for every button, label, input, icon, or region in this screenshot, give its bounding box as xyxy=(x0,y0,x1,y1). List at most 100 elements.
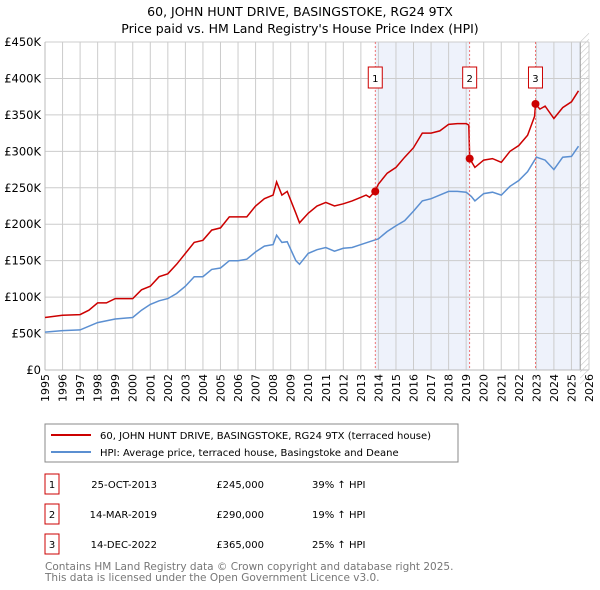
forecast-hatch xyxy=(580,87,590,97)
forecast-hatch xyxy=(580,75,590,85)
forecast-hatch xyxy=(580,189,590,199)
forecast-hatch xyxy=(580,81,590,91)
x-tick-label: 2003 xyxy=(179,374,192,402)
forecast-hatch xyxy=(580,375,590,385)
hpi-line xyxy=(44,145,580,333)
forecast-hatch xyxy=(580,135,590,145)
forecast-hatch xyxy=(580,363,590,373)
y-tick-label: £300K xyxy=(4,144,41,158)
sale-row-price: £290,000 xyxy=(216,510,264,521)
forecast-hatch xyxy=(580,105,590,115)
sale-label-box xyxy=(462,66,478,89)
forecast-hatch xyxy=(580,357,590,367)
x-tick-label: 2000 xyxy=(127,374,140,402)
x-tick-label: 2015 xyxy=(390,374,403,402)
y-tick-label: £350K xyxy=(4,108,41,122)
forecast-hatch xyxy=(580,231,590,241)
forecast-hatch xyxy=(580,213,590,223)
x-tick-label: 2009 xyxy=(285,374,298,402)
forecast-hatch xyxy=(580,279,590,289)
chart-title: 60, JOHN HUNT DRIVE, BASINGSTOKE, RG24 9… xyxy=(147,4,453,19)
sale-row-hpi: 19% ↑ HPI xyxy=(312,510,365,521)
sale-row-badge xyxy=(44,503,60,525)
y-tick-label: £450K xyxy=(4,35,41,49)
forecast-hatch xyxy=(580,243,590,253)
forecast-hatch xyxy=(580,255,590,265)
forecast-hatch xyxy=(580,123,590,133)
x-tick-label: 2022 xyxy=(513,374,526,402)
forecast-hatch xyxy=(580,39,590,49)
forecast-hatch xyxy=(580,141,590,151)
forecast-hatch xyxy=(580,369,590,379)
sale-row-date: 14-DEC-2022 xyxy=(91,540,157,551)
x-tick-label: 2025 xyxy=(565,374,578,402)
sale-point-2 xyxy=(465,154,474,163)
y-tick-label: £250K xyxy=(4,181,41,195)
forecast-hatch xyxy=(580,315,590,325)
sale-label-box xyxy=(367,66,383,89)
x-tick-label: 1995 xyxy=(39,374,52,402)
y-tick-label: £50K xyxy=(12,327,42,341)
shaded-range-2 xyxy=(535,42,581,370)
x-tick-label: 2002 xyxy=(162,374,175,402)
forecast-hatch xyxy=(580,99,590,109)
x-tick-label: 2026 xyxy=(583,374,596,402)
forecast-hatch xyxy=(580,303,590,313)
x-tick-label: 2011 xyxy=(320,374,333,402)
forecast-hatch xyxy=(580,93,590,103)
sale-label: 2 xyxy=(466,74,472,85)
x-tick-label: 2019 xyxy=(460,374,473,402)
forecast-hatch xyxy=(580,291,590,301)
x-tick-label: 2023 xyxy=(530,374,543,402)
sale-row-badge xyxy=(44,533,60,555)
x-tick-label: 2010 xyxy=(302,374,315,402)
x-tick-label: 1998 xyxy=(92,374,105,402)
forecast-hatch xyxy=(580,285,590,295)
sale-row-badge xyxy=(44,473,60,495)
forecast-hatch xyxy=(580,345,590,355)
x-tick-label: 2016 xyxy=(408,374,421,402)
forecast-hatch xyxy=(580,129,590,139)
forecast-hatch xyxy=(580,69,590,79)
forecast-hatch xyxy=(580,207,590,217)
footer-line-2: This data is licensed under the Open Gov… xyxy=(44,572,380,584)
x-tick-label: 2012 xyxy=(337,374,350,402)
x-tick-label: 2021 xyxy=(495,374,508,402)
forecast-hatch xyxy=(580,261,590,271)
x-tick-label: 2006 xyxy=(232,374,245,402)
x-tick-label: 1997 xyxy=(74,374,87,402)
forecast-hatch xyxy=(580,177,590,187)
forecast-hatch xyxy=(580,219,590,229)
forecast-hatch xyxy=(580,111,590,121)
x-tick-label: 2004 xyxy=(197,374,210,402)
x-tick-label: 2005 xyxy=(214,374,227,402)
sale-row-id: 1 xyxy=(49,480,55,491)
sale-row-hpi: 25% ↑ HPI xyxy=(312,540,365,551)
shaded-range-1 xyxy=(375,42,470,370)
forecast-hatch xyxy=(580,309,590,319)
forecast-hatch xyxy=(580,159,590,169)
forecast-hatch xyxy=(580,351,590,361)
sale-row-price: £365,000 xyxy=(216,540,264,551)
forecast-hatch xyxy=(580,249,590,259)
price-paid-line xyxy=(44,90,580,319)
forecast-hatch xyxy=(580,57,590,67)
sale-label: 3 xyxy=(532,74,538,85)
forecast-hatch xyxy=(580,51,590,61)
sale-point-3 xyxy=(531,99,540,108)
x-tick-label: 2008 xyxy=(267,374,280,402)
forecast-hatch xyxy=(580,327,590,337)
legend-label-property: 60, JOHN HUNT DRIVE, BASINGSTOKE, RG24 9… xyxy=(100,431,431,442)
forecast-hatch xyxy=(580,195,590,205)
forecast-hatch xyxy=(580,201,590,211)
forecast-hatch xyxy=(580,339,590,349)
y-tick-label: £150K xyxy=(4,254,41,268)
sale-row-date: 25-OCT-2013 xyxy=(91,480,157,491)
forecast-hatch xyxy=(580,333,590,343)
forecast-hatch xyxy=(580,297,590,307)
sale-label-box xyxy=(527,66,543,89)
forecast-hatch xyxy=(580,63,590,73)
forecast-hatch xyxy=(580,321,590,331)
footer-line-1: Contains HM Land Registry data © Crown c… xyxy=(45,561,453,573)
